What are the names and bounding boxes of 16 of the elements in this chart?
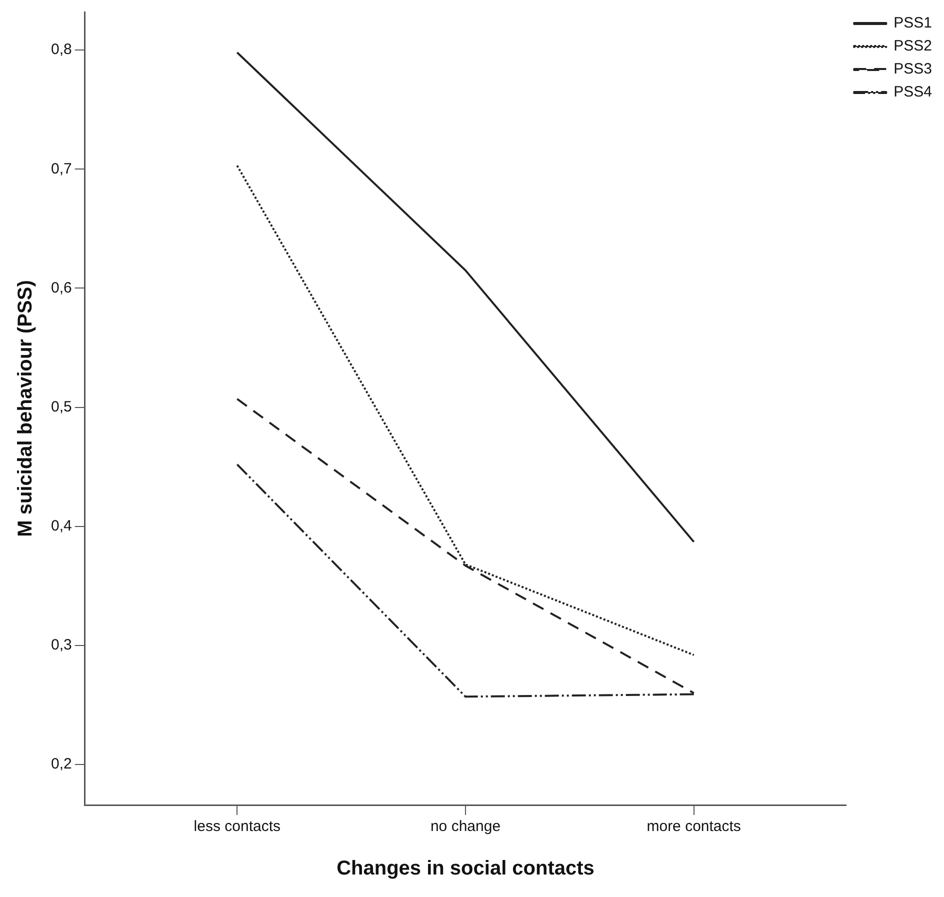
x-tick-label: less contacts (194, 818, 281, 836)
y-axis-title: M suicidal behaviour (PSS) (14, 280, 37, 537)
y-tick-label: 0,8 (50, 41, 72, 58)
y-tick-label: 0,4 (50, 518, 72, 535)
legend-label: PSS1 (894, 14, 932, 32)
legend-label: PSS4 (894, 84, 932, 101)
y-tick-label: 0,5 (50, 398, 72, 416)
y-tick-label: 0,3 (50, 636, 72, 654)
x-tick-label: no change (430, 818, 501, 836)
y-tick-label: 0,2 (50, 756, 72, 773)
legend-label: PSS2 (894, 38, 932, 55)
x-tick-label: more contacts (646, 818, 741, 836)
y-tick-label: 0,7 (50, 160, 72, 178)
legend-label: PSS3 (894, 60, 932, 78)
y-tick-label: 0,6 (50, 279, 72, 296)
x-axis-title: Changes in social contacts (336, 858, 594, 880)
